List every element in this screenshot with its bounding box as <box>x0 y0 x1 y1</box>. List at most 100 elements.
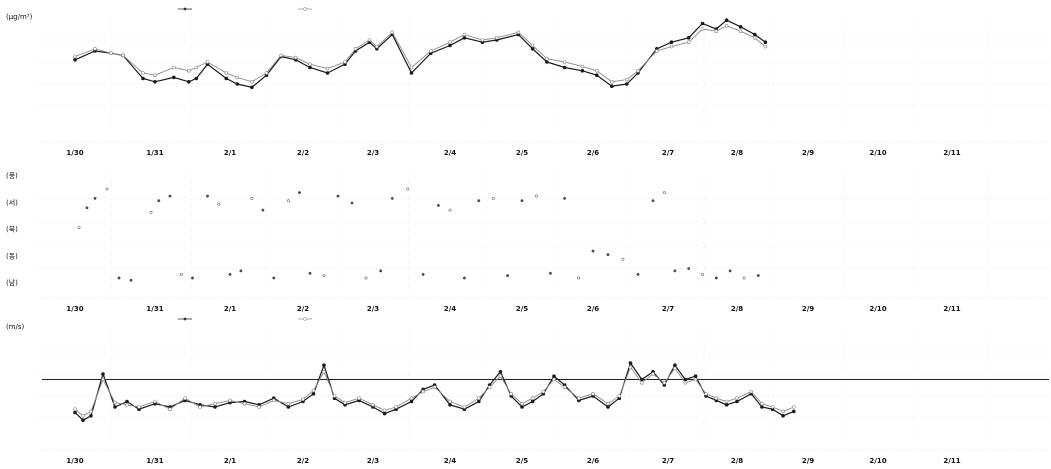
panel3-legend-dot-2 <box>303 317 307 321</box>
p3-series-0-point-42 <box>606 405 610 409</box>
p2-point-45 <box>662 191 666 195</box>
p1-date-11: 2/10 <box>869 149 886 157</box>
p2-date-6: 2/5 <box>516 305 528 313</box>
p3-series-0-point-5 <box>125 399 129 404</box>
p1-series-1-point-34 <box>594 69 599 73</box>
p1-date-8: 2/7 <box>662 149 674 157</box>
p1-series-1-point-33 <box>580 64 585 69</box>
p3-series-0-point-50 <box>693 374 698 379</box>
p1-series-1-point-1 <box>93 46 97 51</box>
panel1-legend-dot-2 <box>303 7 307 11</box>
p2-point-35 <box>520 199 524 203</box>
p1-series-1-point-10 <box>224 71 229 75</box>
p2-point-44 <box>651 199 655 203</box>
panel1-series <box>73 18 768 90</box>
p3-series-1-point-6 <box>137 405 141 409</box>
p2-point-11 <box>206 194 209 198</box>
p1-series-1-point-13 <box>264 71 269 75</box>
p1-series-1-point-28 <box>494 35 499 40</box>
p1-series-1-point-22 <box>390 30 395 35</box>
p1-series-0-point-0 <box>73 57 77 62</box>
p3-series-1-point-18 <box>311 388 316 393</box>
p1-series-0-point-17 <box>325 71 330 75</box>
p3-series-1-point-58 <box>781 409 785 414</box>
p1-series-0-point-23 <box>409 71 414 75</box>
p1-date-2: 2/1 <box>224 149 236 157</box>
p2-point-50 <box>728 269 732 273</box>
p1-date-4: 2/3 <box>367 149 379 157</box>
p3-series-1-point-30 <box>462 405 467 409</box>
p1-series-1-point-0 <box>73 54 77 59</box>
p1-series-1-point-26 <box>462 32 467 37</box>
p3-series-1-point-13 <box>242 401 247 406</box>
p3-series-1-point-35 <box>520 401 524 406</box>
p3-series-0-point-38 <box>552 374 556 379</box>
p2-point-1 <box>85 206 89 210</box>
p3-series-1-point-7 <box>153 399 157 404</box>
p3-series-0-point-29 <box>448 402 452 407</box>
p3-series-0-point-44 <box>628 361 633 365</box>
p3-series-0-point-1 <box>81 418 85 423</box>
p2-point-48 <box>701 272 704 276</box>
p3-series-1-line <box>74 366 794 417</box>
p2-date-4: 2/3 <box>367 305 379 313</box>
p1-date-5: 2/4 <box>444 149 456 157</box>
p1-series-1-point-17 <box>325 66 330 71</box>
p3-series-1-point-38 <box>552 377 556 382</box>
p1-series-1-point-36 <box>624 77 629 82</box>
p3-series-0-point-0 <box>73 410 77 415</box>
p2-date-9: 2/8 <box>731 305 743 313</box>
p3-series-0-point-3 <box>101 372 105 376</box>
p3-series-0-point-19 <box>322 363 326 368</box>
p1-series-1-point-46 <box>763 44 768 49</box>
p3-series-0-point-31 <box>476 399 481 404</box>
p2-point-14 <box>239 269 243 273</box>
p2-point-43 <box>636 272 640 276</box>
p3-date-10: 2/9 <box>802 457 814 465</box>
p2-date-2: 2/1 <box>224 305 236 313</box>
p3-series-0-point-4 <box>113 405 117 409</box>
p1-series-1-point-15 <box>293 55 298 60</box>
p2-point-28 <box>421 272 425 276</box>
p1-series-0-point-26 <box>462 35 467 40</box>
p1-series-1-point-39 <box>669 44 674 49</box>
p1-series-1-point-20 <box>367 38 372 42</box>
p2-point-6 <box>149 210 153 214</box>
p1-series-1-point-35 <box>609 80 614 84</box>
p1-date-7: 2/6 <box>587 149 599 157</box>
p3-series-1-point-23 <box>371 402 375 407</box>
p3-series-1-point-43 <box>617 394 622 398</box>
p1-series-0-point-7 <box>187 80 191 84</box>
p3-series-1-point-33 <box>498 374 503 379</box>
p2-date-3: 2/2 <box>297 305 309 313</box>
p1-series-0-line <box>74 19 766 88</box>
panel-wind-speed: (m/s) 1/30 1/31 2/1 2/2 2/3 2/4 2/5 2/6 2/7 2/8 2/… <box>6 317 1049 465</box>
p3-series-1-point-5 <box>125 402 129 407</box>
p2-point-21 <box>322 274 326 278</box>
p3-series-1-point-17 <box>301 397 305 402</box>
panel1-legend-dot-1 <box>183 7 187 11</box>
panel2-grid <box>36 175 1049 292</box>
p3-series-1-point-15 <box>271 398 276 403</box>
p2-point-2 <box>93 196 97 200</box>
p3-series-1-point-3 <box>101 377 105 382</box>
p2-point-18 <box>286 199 290 203</box>
p1-series-0-point-46 <box>763 40 768 45</box>
p2-point-38 <box>563 196 567 200</box>
p2-date-12: 2/11 <box>943 305 960 313</box>
p3-series-1-point-40 <box>576 396 581 401</box>
p1-series-1-point-27 <box>480 38 485 42</box>
p1-series-1-point-18 <box>343 60 347 64</box>
p2-point-17 <box>272 276 276 280</box>
p1-series-1-point-12 <box>250 80 254 84</box>
p3-series-1-point-41 <box>591 391 595 396</box>
p2-y-tick-1: (서) <box>6 198 18 207</box>
p2-point-23 <box>350 201 354 205</box>
p1-series-1-point-14 <box>279 53 283 58</box>
p2-point-16 <box>261 208 265 212</box>
p2-point-52 <box>756 274 760 278</box>
p2-point-12 <box>217 202 221 206</box>
p3-series-1-point-31 <box>476 396 481 401</box>
p3-series-1-point-1 <box>81 413 85 418</box>
